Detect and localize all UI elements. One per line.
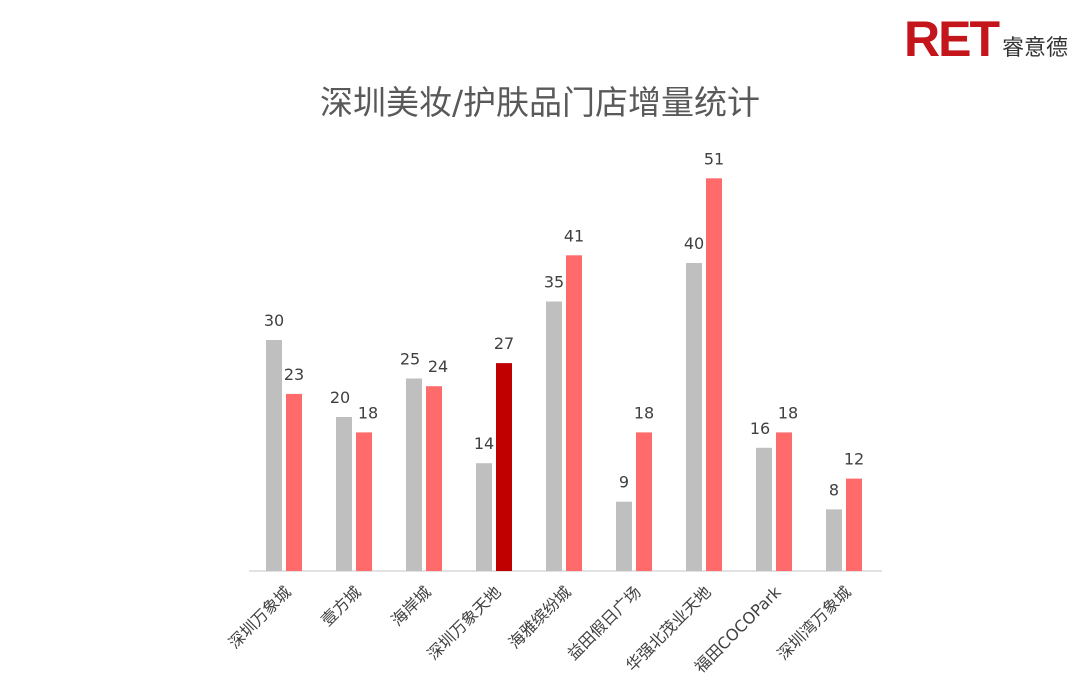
bar-series1-1 <box>336 417 352 571</box>
data-label-series2-3: 27 <box>494 334 514 353</box>
bar-series2-1 <box>356 432 372 571</box>
category-label-1: 壹方城 <box>317 582 364 629</box>
bar-series1-7 <box>756 447 772 571</box>
data-label-series1-8: 8 <box>829 480 839 499</box>
category-label-3: 深圳万象天地 <box>424 582 505 663</box>
data-label-series1-5: 9 <box>619 473 629 492</box>
category-label-0: 深圳万象城 <box>225 582 295 652</box>
bar-series2-2 <box>426 386 442 571</box>
bar-series1-2 <box>406 378 422 571</box>
data-label-series1-3: 14 <box>474 434 494 453</box>
logo-brand: RET <box>903 11 1000 67</box>
category-label-2: 海岸城 <box>387 582 434 629</box>
data-label-series1-6: 40 <box>684 234 704 253</box>
bar-series2-4 <box>566 255 582 572</box>
bar-series2-0 <box>286 393 302 571</box>
data-label-series2-2: 24 <box>428 357 448 376</box>
bar-series1-5 <box>616 501 632 571</box>
bar-series1-4 <box>546 301 562 571</box>
data-label-series2-4: 41 <box>564 226 584 245</box>
ret-logo: RET 睿意德 <box>904 14 1068 64</box>
data-label-series2-0: 23 <box>284 365 304 384</box>
bar-series2-5 <box>636 432 652 571</box>
bar-series1-3 <box>476 463 492 571</box>
data-label-series2-6: 51 <box>704 149 724 168</box>
bar-series1-6 <box>686 263 702 571</box>
data-label-series2-5: 18 <box>634 403 654 422</box>
bar-series1-8 <box>826 509 842 571</box>
category-label-8: 深圳湾万象城 <box>774 582 855 663</box>
bar-series2-8 <box>846 478 862 571</box>
data-label-series1-1: 20 <box>330 388 350 407</box>
bar-series1-0 <box>266 340 282 571</box>
bar-series2-6 <box>706 178 722 572</box>
data-label-series2-1: 18 <box>358 403 378 422</box>
bar-series2-7 <box>776 432 792 571</box>
data-label-series1-7: 16 <box>750 419 770 438</box>
category-label-4: 海雅缤纷城 <box>505 582 575 652</box>
data-label-series2-8: 12 <box>844 450 864 469</box>
data-label-series2-7: 18 <box>778 403 798 422</box>
data-label-series1-0: 30 <box>264 311 284 330</box>
chart-title: 深圳美妆/护肤品门店增量统计 <box>319 83 761 122</box>
data-label-series1-4: 35 <box>544 273 564 292</box>
bar-series2-3 <box>496 363 512 571</box>
logo-brand-cn: 睿意德 <box>1001 36 1068 61</box>
data-label-series1-2: 25 <box>400 350 420 369</box>
